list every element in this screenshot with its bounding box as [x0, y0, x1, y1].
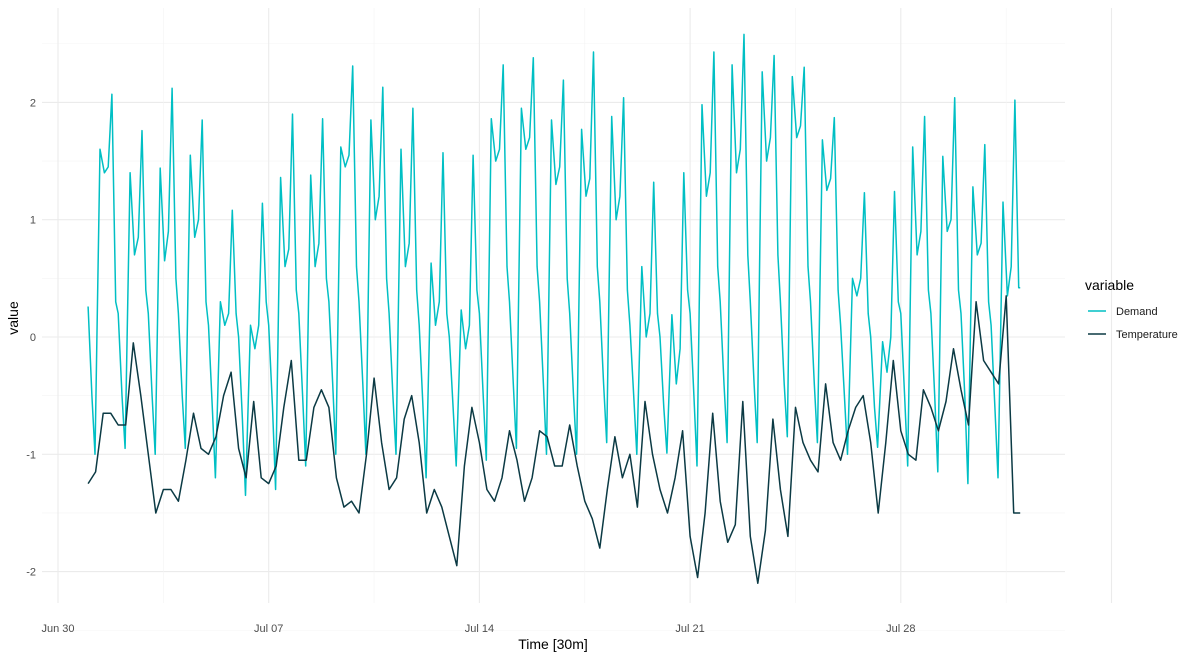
- x-tick-label: Jun 30: [41, 623, 74, 635]
- y-axis-ticks: -2 -1 0 1 2: [26, 97, 36, 578]
- y-tick-label: 0: [30, 332, 36, 344]
- y-axis-label: value: [5, 301, 21, 335]
- grid: [42, 8, 1113, 631]
- x-tick-label: Jul 21: [675, 623, 704, 635]
- x-tick-label: Jul 28: [886, 623, 915, 635]
- x-axis-ticks: Jun 30 Jul 07 Jul 14 Jul 21 Jul 28: [41, 623, 915, 635]
- x-tick-label: Jul 14: [465, 623, 494, 635]
- series-lines: [87, 33, 1021, 585]
- legend: variable Demand Temperature: [1085, 277, 1178, 341]
- y-tick-label: 1: [30, 215, 36, 227]
- series-line-temperature: [87, 295, 1021, 585]
- legend-title: variable: [1085, 277, 1134, 293]
- y-tick-label: -1: [26, 449, 36, 461]
- y-tick-label: 2: [30, 97, 36, 109]
- legend-label-demand: Demand: [1116, 306, 1158, 318]
- legend-label-temperature: Temperature: [1116, 329, 1178, 341]
- x-tick-label: Jul 07: [254, 623, 283, 635]
- x-axis-label: Time [30m]: [518, 636, 588, 652]
- y-tick-label: -2: [26, 567, 36, 579]
- series-line-demand: [87, 33, 1021, 497]
